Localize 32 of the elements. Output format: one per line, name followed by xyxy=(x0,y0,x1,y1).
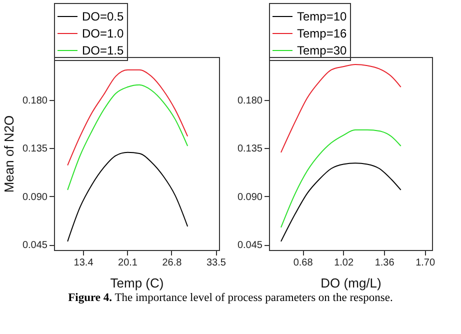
legend-label: Temp=10 xyxy=(297,10,348,24)
x-tick-label: 33.5 xyxy=(206,258,226,268)
x-tick-label: 20.1 xyxy=(118,258,138,268)
y-tick-label: 0.135 xyxy=(22,144,48,155)
legend-label: Temp=16 xyxy=(297,26,348,40)
line-series xyxy=(280,64,402,153)
x-tick-label: 1.36 xyxy=(374,258,395,268)
line-series xyxy=(67,84,188,190)
line-series xyxy=(280,129,402,228)
y-tick-label: 0.090 xyxy=(237,192,263,203)
line-series xyxy=(280,162,402,242)
y-tick-label: 0.045 xyxy=(22,240,48,252)
legend-label: Temp=30 xyxy=(297,44,348,58)
x-tick-label: 1.70 xyxy=(416,258,436,268)
y-tick-label: 0.180 xyxy=(22,95,48,106)
y-tick-label: 0.180 xyxy=(237,95,263,106)
y-tick-label: 0.045 xyxy=(237,240,263,252)
y-tick-label: 0.090 xyxy=(22,192,48,203)
legend-label: DO=0.5 xyxy=(82,10,124,24)
x-tick-label: 0.68 xyxy=(293,258,314,268)
line-series xyxy=(67,152,188,242)
line-series xyxy=(67,69,188,166)
x-axis-title: DO (mg/L) xyxy=(320,276,382,290)
caption: Figure 4. The importance level of process parameters on the response. xyxy=(67,292,394,304)
x-axis-title: Temp (C) xyxy=(110,276,164,290)
y-tick-label: 0.135 xyxy=(237,144,263,155)
legend-label: DO=1.5 xyxy=(82,44,124,58)
x-tick-label: 26.8 xyxy=(162,258,182,268)
legend-label: DO=1.0 xyxy=(82,26,124,40)
x-tick-label: 1.02 xyxy=(334,258,354,268)
y-axis-title: Mean of N2O xyxy=(1,115,16,193)
x-tick-label: 13.4 xyxy=(74,258,94,268)
